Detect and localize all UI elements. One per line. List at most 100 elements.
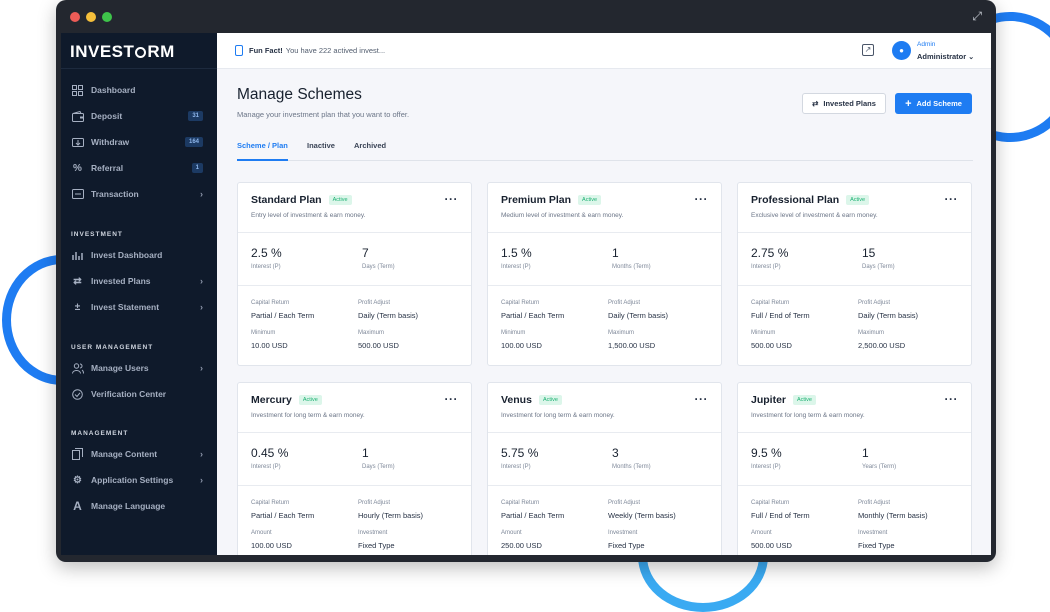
more-options-icon[interactable]: ··· [444,392,458,406]
interest-label: Interest (P) [251,264,281,270]
plus-icon: + [905,97,912,110]
plan-details: Capital Return Partial / Each Term Profi… [238,286,471,366]
sidebar-item-deposit[interactable]: Deposit 31 [61,105,217,127]
term-label: Years (Term) [862,464,897,470]
sidebar-item-dashboard[interactable]: Dashboard [61,79,217,101]
interest-label: Interest (P) [501,464,531,470]
interest-value: 9.5 % [751,446,782,460]
detail-value: 500.00 USD [751,341,792,350]
more-options-icon[interactable]: ··· [944,392,958,406]
plan-description: Medium level of investment & earn money. [501,212,624,219]
fun-fact-notice[interactable]: Fun Fact! You have 222 actived invest... [235,45,385,56]
plan-description: Exclusive level of investment & earn mon… [751,212,878,219]
scheme-tabs: Scheme / Plan Inactive Archived [237,141,973,161]
more-options-icon[interactable]: ··· [694,192,708,206]
plan-stats: 5.75 % Interest (P) 3 Months (Term) [488,433,721,486]
fun-fact-label: Fun Fact! [249,46,283,55]
chevron-right-icon: › [200,276,203,286]
add-scheme-button[interactable]: + Add Scheme [895,93,972,114]
expand-icon[interactable]: ⤢ [972,9,982,23]
invested-plans-button[interactable]: ⇄ Invested Plans [802,93,886,114]
plan-name: Premium Plan Active [501,194,602,206]
plan-description: Investment for long term & earn money. [751,412,865,419]
sidebar-item-transaction[interactable]: Transaction › [61,183,217,205]
status-badge: Active [578,195,602,205]
sidebar-item-label: Verification Center [91,389,167,399]
plan-card[interactable]: Jupiter Active ··· Investment for long te… [737,382,972,555]
sidebar-item-manage-users[interactable]: Manage Users › [61,357,217,379]
plan-card-header: Premium Plan Active ··· Medium level of i… [488,183,721,233]
plan-card[interactable]: Professional Plan Active ··· Exclusive le… [737,182,972,366]
settings-icon: ⚙ [73,474,82,486]
tab-archived[interactable]: Archived [354,141,387,150]
plan-title: Professional Plan [751,194,840,206]
profit-adjust-label: Profit Adjust [608,300,641,306]
app-screen: INVEST RM Dashboard Deposit 31 Withdraw 1… [61,33,991,555]
profit-adjust-value: Weekly (Term basis) [608,511,676,520]
detail-label: Investment [358,530,388,536]
sidebar-item-application-settings[interactable]: ⚙ Application Settings › [61,469,217,491]
zoom-dot[interactable] [102,12,112,22]
plan-card[interactable]: Premium Plan Active ··· Medium level of i… [487,182,722,366]
wallet-icon [71,110,84,123]
content-icon [71,448,84,461]
chevron-right-icon: › [200,302,203,312]
more-options-icon[interactable]: ··· [944,192,958,206]
detail-label: Minimum [751,330,776,336]
calc-icon: ± [74,301,81,313]
detail-value: 250.00 USD [501,541,542,550]
plan-name: Venus Active [501,394,562,406]
capital-return-value: Partial / Each Term [251,511,315,520]
sidebar-item-withdraw[interactable]: Withdraw 164 [61,131,217,153]
sidebar-item-label: Manage Users [91,363,149,373]
withdraw-count-badge: 164 [184,137,203,147]
brand-logo[interactable]: INVEST RM [61,33,217,69]
sidebar-item-label: Withdraw [91,137,130,147]
status-badge: Active [298,395,322,405]
sidebar-item-referral[interactable]: % Referral 1 [61,157,217,179]
capital-return-label: Capital Return [251,500,290,506]
user-avatar-icon[interactable]: ● [892,41,911,60]
more-options-icon[interactable]: ··· [694,392,708,406]
sidebar-item-label: Transaction [91,189,139,199]
sidebar: INVEST RM Dashboard Deposit 31 Withdraw 1… [61,33,217,555]
tab-scheme-plan[interactable]: Scheme / Plan [237,141,288,161]
notice-icon [235,45,243,56]
term-value: 1 [362,446,369,460]
capital-return-value: Partial / Each Term [251,311,315,320]
detail-value: 10.00 USD [251,341,288,350]
top-bar: Fun Fact! You have 222 actived invest...… [217,33,991,69]
tab-inactive[interactable]: Inactive [307,141,335,150]
plan-card-header: Jupiter Active ··· Investment for long te… [738,383,971,433]
users-icon [71,362,84,375]
sidebar-item-invest-dashboard[interactable]: Invest Dashboard [61,244,217,266]
interest-value: 2.5 % [251,246,282,260]
status-badge: Active [328,195,352,205]
sidebar-item-manage-content[interactable]: Manage Content › [61,443,217,465]
sidebar-item-invested-plans[interactable]: ⇄ Invested Plans › [61,270,217,292]
close-dot[interactable] [70,12,80,22]
sidebar-item-manage-language[interactable]: A Manage Language [61,495,217,517]
minimize-dot[interactable] [86,12,96,22]
user-role: Admin [917,41,936,48]
plan-card[interactable]: Standard Plan Active ··· Entry level of i… [237,182,472,366]
sidebar-section-management: MANAGEMENT [71,430,129,437]
sidebar-item-label: Manage Content [91,449,158,459]
detail-value: Fixed Type [858,541,895,550]
detail-value: 100.00 USD [501,341,542,350]
sidebar-item-label: Invested Plans [91,276,151,286]
more-options-icon[interactable]: ··· [444,192,458,206]
plan-card-header: Venus Active ··· Investment for long term… [488,383,721,433]
sidebar-item-verification-center[interactable]: Verification Center [61,383,217,405]
plan-card-header: Standard Plan Active ··· Entry level of i… [238,183,471,233]
status-badge: Active [793,395,816,405]
exchange-icon: ⇄ [812,99,819,108]
user-menu-toggle[interactable]: Administrator ⌄ [917,52,974,61]
plan-card[interactable]: Mercury Active ··· Investment for long te… [237,382,472,555]
plan-stats: 1.5 % Interest (P) 1 Months (Term) [488,233,721,286]
interest-value: 2.75 % [751,246,789,260]
plan-title: Mercury [251,394,292,406]
sidebar-item-invest-statement[interactable]: ± Invest Statement › [61,296,217,318]
plan-card[interactable]: Venus Active ··· Investment for long term… [487,382,722,555]
external-link-icon[interactable]: ↗ [862,44,874,56]
